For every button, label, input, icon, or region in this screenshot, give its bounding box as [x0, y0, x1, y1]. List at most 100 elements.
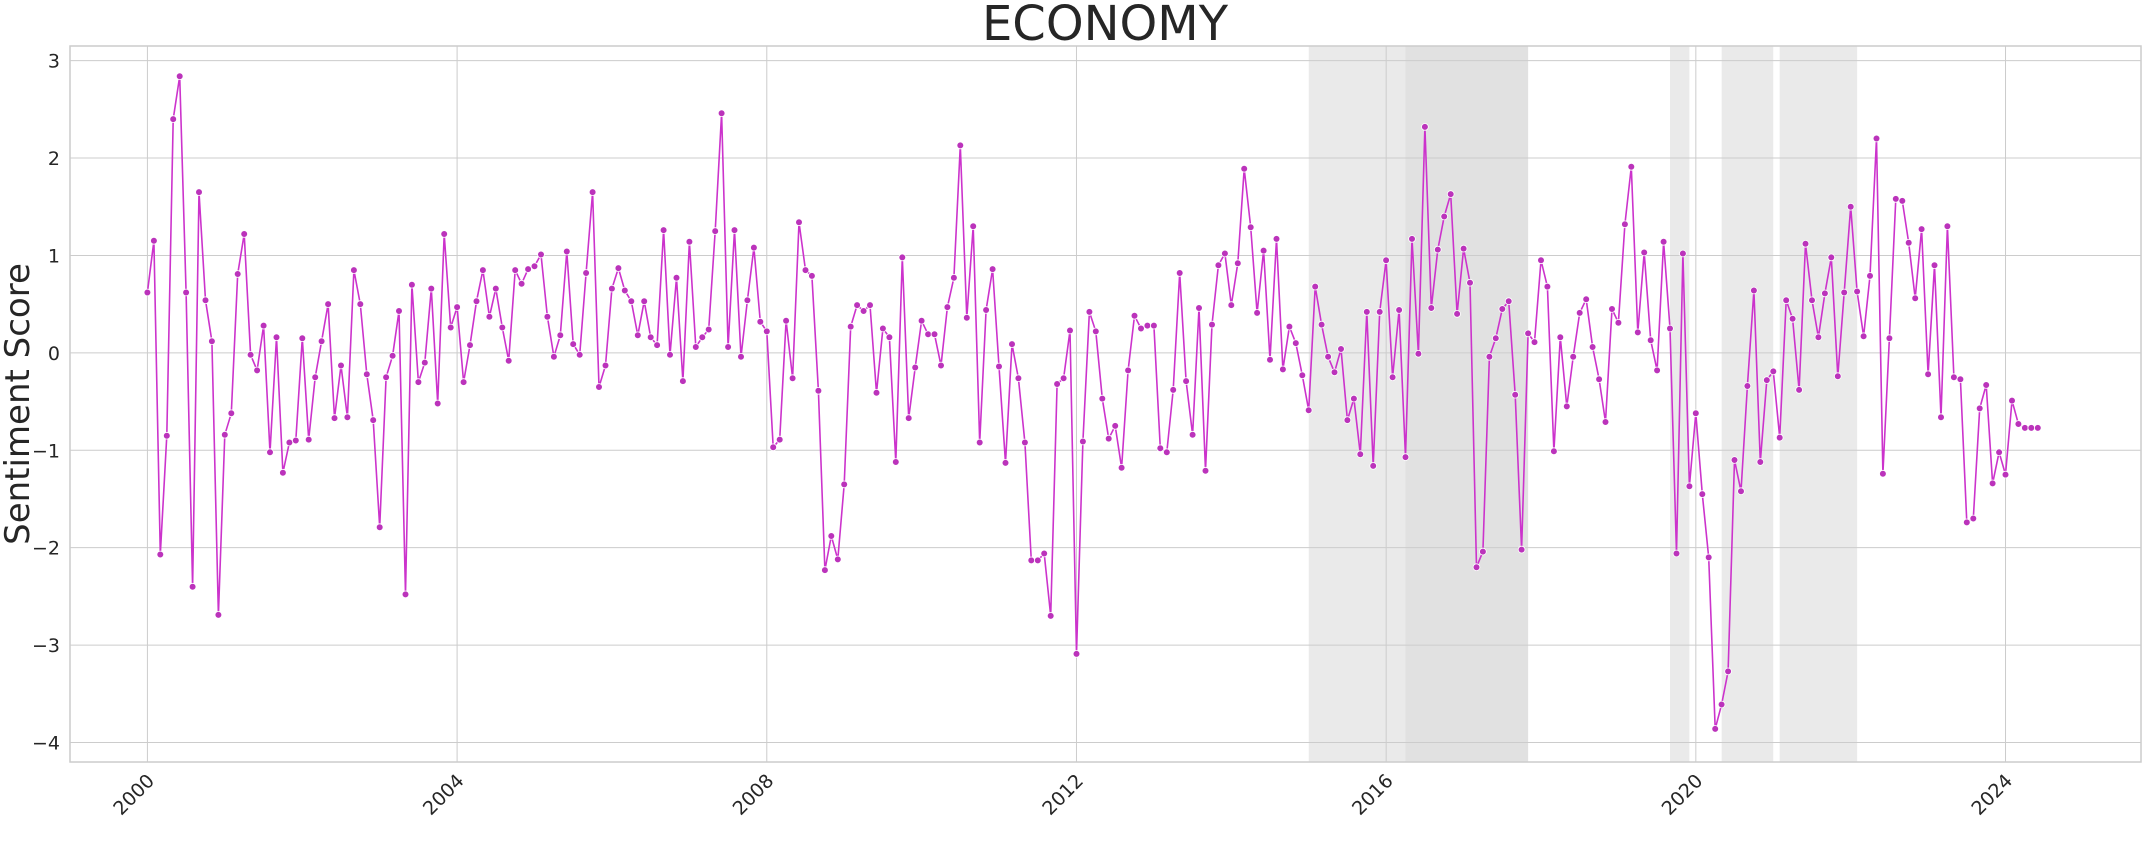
data-point [1453, 310, 1461, 318]
data-point [1750, 286, 1758, 295]
data-point [2034, 424, 2042, 432]
data-point [1898, 197, 1907, 205]
data-point [1859, 332, 1868, 341]
data-point [601, 361, 610, 370]
data-point [1879, 469, 1887, 478]
data-point [1182, 377, 1190, 385]
data-point [1240, 164, 1248, 173]
data-point [1492, 334, 1500, 343]
data-point [453, 303, 461, 311]
data-point [1885, 334, 1894, 343]
data-point [737, 352, 745, 361]
series-line [146, 76, 2038, 730]
data-point [1498, 305, 1507, 313]
data-point [627, 297, 636, 306]
data-point [821, 566, 829, 574]
data-point [1911, 294, 1919, 303]
data-point [1485, 352, 1494, 361]
data-point [1317, 320, 1326, 329]
data-point [1704, 553, 1713, 562]
data-point [1601, 418, 1610, 426]
data-point [1234, 259, 1242, 268]
data-point [1021, 438, 1029, 447]
data-point [530, 262, 539, 271]
data-point [1027, 556, 1036, 565]
data-point [1330, 368, 1339, 377]
data-point [924, 330, 932, 339]
data-point [840, 480, 848, 489]
data-point [1963, 518, 1971, 527]
data-point [704, 325, 713, 334]
data-point [1904, 239, 1913, 247]
data-point [1717, 700, 1726, 709]
data-point [1872, 134, 1881, 143]
data-point [1537, 256, 1545, 265]
data-points [143, 72, 2042, 733]
data-point [1666, 324, 1674, 333]
x-tick-label: 2012 [1038, 770, 1088, 820]
data-point [1104, 434, 1113, 443]
data-point [1111, 422, 1119, 430]
data-point [401, 590, 410, 599]
data-point [1053, 380, 1061, 388]
data-point [427, 284, 436, 293]
data-point [885, 333, 894, 342]
data-point [853, 301, 861, 309]
y-tick-label: −2 [32, 538, 60, 560]
data-point [911, 363, 919, 372]
data-point [711, 227, 719, 235]
data-point [2027, 424, 2036, 432]
data-point [1356, 450, 1365, 459]
data-point [1324, 352, 1332, 361]
data-point [208, 337, 216, 346]
data-point [201, 296, 210, 305]
data-point [1253, 309, 1261, 317]
data-point [1730, 456, 1739, 464]
data-point [1840, 288, 1848, 297]
data-point [956, 141, 965, 150]
y-tick-label: −1 [32, 440, 60, 462]
data-point [1479, 547, 1487, 556]
data-point [1550, 447, 1558, 456]
data-point [550, 352, 558, 361]
data-point [1530, 338, 1539, 346]
data-point [1517, 545, 1526, 554]
data-point [1008, 340, 1016, 348]
data-point [1014, 374, 1023, 383]
data-point [1246, 223, 1255, 232]
data-point [1737, 487, 1745, 496]
y-tick-label: −4 [32, 733, 60, 755]
data-point [556, 331, 565, 340]
data-point [1298, 371, 1307, 380]
data-point [814, 386, 823, 395]
data-point [485, 312, 494, 321]
x-tick-label: 2024 [1967, 770, 2017, 820]
data-point [788, 374, 797, 383]
data-point [1608, 305, 1616, 313]
data-point [1117, 463, 1126, 472]
data-point [1950, 373, 1958, 382]
data-point [1543, 282, 1552, 291]
data-point [169, 115, 178, 123]
data-point [195, 188, 203, 196]
y-tick-label: 2 [48, 148, 60, 170]
data-point [833, 555, 842, 564]
data-point [1175, 269, 1184, 277]
data-point [498, 323, 507, 332]
data-point [1440, 212, 1448, 221]
data-point [633, 331, 642, 340]
data-point [1337, 345, 1345, 353]
data-point [414, 378, 423, 386]
data-point [214, 611, 223, 619]
data-point [1098, 394, 1107, 403]
data-point [717, 109, 726, 117]
data-point [259, 321, 268, 330]
data-point [1259, 246, 1268, 255]
data-point [1595, 375, 1603, 384]
data-point [659, 226, 668, 234]
data-point [1272, 235, 1281, 243]
data-point [879, 324, 887, 333]
data-point [762, 327, 771, 336]
data-point [1227, 301, 1236, 309]
data-point [2001, 470, 2010, 479]
